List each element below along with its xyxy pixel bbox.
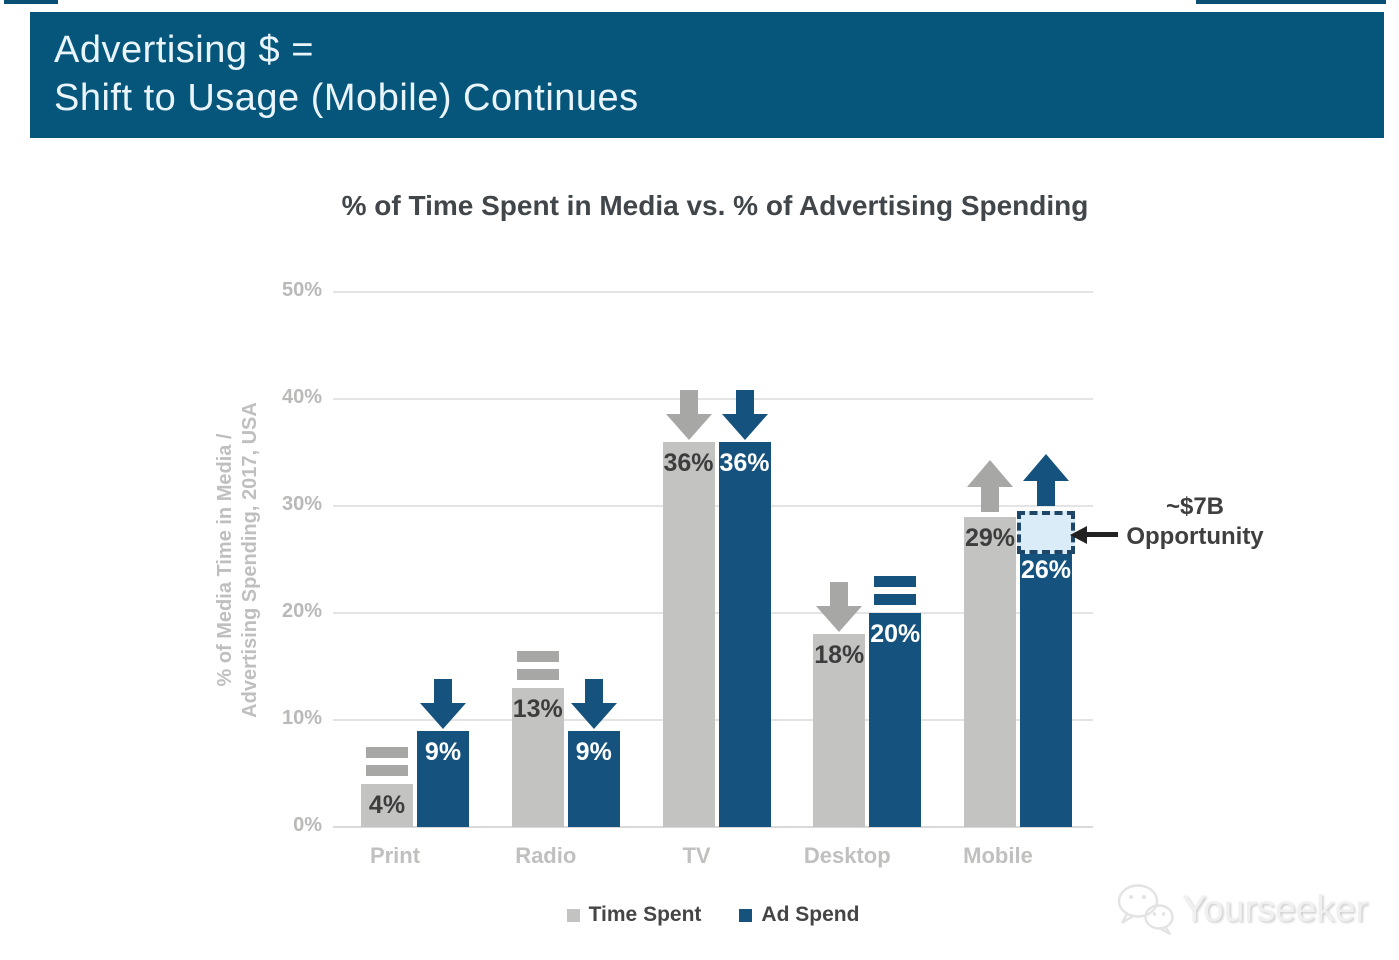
gridline (333, 826, 1093, 828)
opportunity-arrowhead-icon (1070, 526, 1087, 544)
bar-value-label: 26% (1020, 555, 1072, 584)
y-tick-label: 20% (281, 600, 322, 622)
trend-up-arrow-icon (967, 459, 1013, 512)
bar-radio-ad-spend (567, 730, 620, 827)
bar-mobile-time-spent (964, 516, 1016, 827)
legend: Time Spent Ad Spend (333, 903, 1093, 927)
opportunity-annotation-line2: Opportunity (1126, 523, 1264, 550)
y-tick-label: 30% (281, 493, 322, 515)
header-banner: Advertising $ = Shift to Usage (Mobile) … (30, 12, 1384, 138)
bar-print-ad-spend (417, 730, 469, 827)
trend-down-arrow-icon (721, 389, 768, 440)
bar-mobile-ad-spend (1020, 548, 1072, 827)
bar-value-label: 9% (575, 737, 612, 766)
y-tick-label: 40% (281, 386, 322, 408)
header-title-line1: Advertising $ = (54, 29, 314, 71)
top-border-left (4, 0, 58, 4)
bar-value-label: 36% (663, 448, 714, 477)
trend-down-arrow-icon (816, 582, 863, 633)
bar-radio-time-spent (511, 687, 564, 827)
bar-value-label: 13% (512, 694, 563, 723)
bar-desktop-time-spent (813, 634, 866, 827)
trend-equals-icon (365, 747, 409, 777)
legend-swatch-time-spent (566, 908, 580, 922)
x-axis-label-print: Print (369, 843, 421, 868)
bar-value-label: 20% (870, 620, 921, 648)
opportunity-annotation: ~$7B Opportunity (1120, 492, 1270, 552)
trend-up-arrow-icon (1023, 454, 1069, 507)
legend-label: Time Spent (588, 903, 702, 926)
gridline (333, 398, 1093, 400)
bar-tv-time-spent (662, 441, 715, 827)
x-axis-label-radio: Radio (515, 843, 577, 868)
trend-equals-icon (873, 576, 917, 606)
bar-value-label: 9% (424, 737, 462, 766)
bar-desktop-ad-spend (869, 613, 922, 827)
opportunity-annotation-line1: ~$7B (1165, 493, 1225, 520)
watermark-label: Yourseeker (1182, 888, 1368, 929)
bar-tv-ad-spend (718, 441, 771, 827)
legend-item-ad-spend: Ad Spend (739, 903, 859, 927)
wechat-logo-icon (1117, 884, 1174, 936)
trend-down-arrow-icon (570, 678, 617, 729)
y-tick-label: 10% (281, 707, 322, 729)
trend-down-arrow-icon (665, 389, 712, 440)
x-axis-label-mobile: Mobile (963, 843, 1033, 868)
bar-value-label: 18% (814, 641, 865, 670)
bar-value-label: 29% (964, 523, 1016, 552)
x-axis-label-desktop: Desktop (803, 843, 891, 868)
legend-item-time-spent: Time Spent (566, 903, 702, 927)
trend-down-arrow-icon (420, 678, 466, 729)
y-tick-label: 0% (293, 814, 322, 836)
legend-label: Ad Spend (761, 903, 860, 926)
y-tick-label: 50% (281, 279, 322, 301)
gridline (333, 291, 1093, 293)
header-title-line2: Shift to Usage (Mobile) Continues (54, 77, 639, 119)
top-border-right (1196, 0, 1386, 4)
bar-value-label: 36% (719, 448, 770, 477)
chart-title: % of Time Spent in Media vs. % of Advert… (341, 190, 1089, 221)
watermark: Yourseeker (1114, 880, 1368, 938)
bar-value-label: 4% (368, 791, 406, 820)
trend-equals-icon (516, 650, 560, 681)
legend-swatch-ad-spend (739, 908, 753, 922)
opportunity-arrow-icon (1086, 532, 1118, 537)
opportunity-box (1017, 511, 1075, 554)
bar-print-time-spent (361, 784, 413, 827)
x-axis-label-tv: TV (682, 843, 711, 868)
